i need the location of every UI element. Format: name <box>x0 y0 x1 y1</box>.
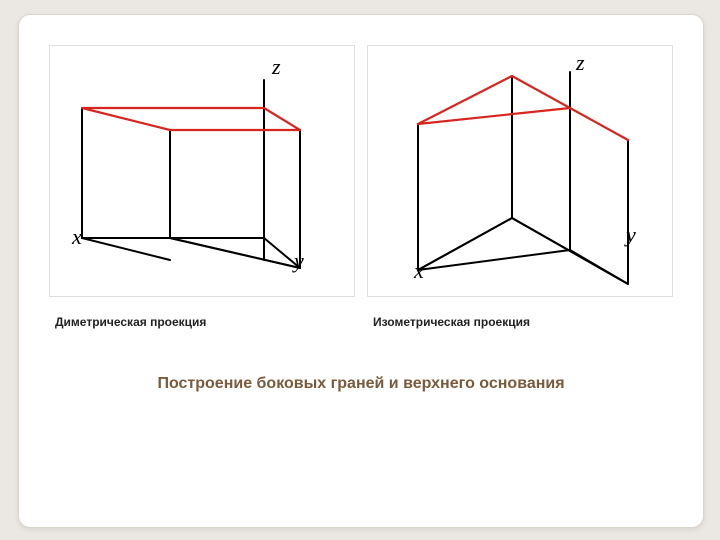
caption-isometric: Изометрическая проекция <box>367 315 673 329</box>
panel-captions: Диметрическая проекция Изометрическая пр… <box>49 315 673 329</box>
svg-text:y: y <box>292 248 304 273</box>
slide-title: Построение боковых граней и верхнего осн… <box>19 373 703 395</box>
svg-text:z: z <box>575 50 585 75</box>
panel-dimetric: x y z <box>49 45 355 297</box>
slide-card: x y z x y z Диметрическая проекция Изометрич… <box>18 14 704 528</box>
panel-isometric: x y z <box>367 45 673 297</box>
isometric-diagram: x y z <box>368 46 672 296</box>
svg-text:y: y <box>624 222 636 247</box>
svg-text:z: z <box>271 54 281 79</box>
svg-text:x: x <box>413 258 424 283</box>
svg-text:x: x <box>71 224 82 249</box>
diagram-panels: x y z x y z <box>49 45 673 297</box>
dimetric-diagram: x y z <box>50 46 354 296</box>
caption-dimetric: Диметрическая проекция <box>49 315 355 329</box>
